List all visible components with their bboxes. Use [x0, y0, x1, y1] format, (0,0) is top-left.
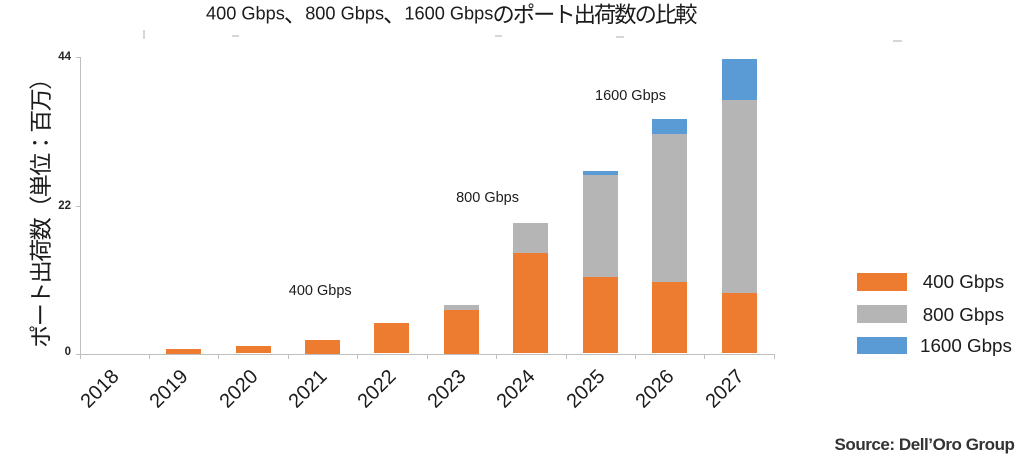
svg-text:1600 Gbps: 1600 Gbps: [404, 4, 493, 24]
svg-text:400 Gbps: 400 Gbps: [206, 4, 285, 24]
svg-text:800 Gbps: 800 Gbps: [305, 4, 384, 24]
